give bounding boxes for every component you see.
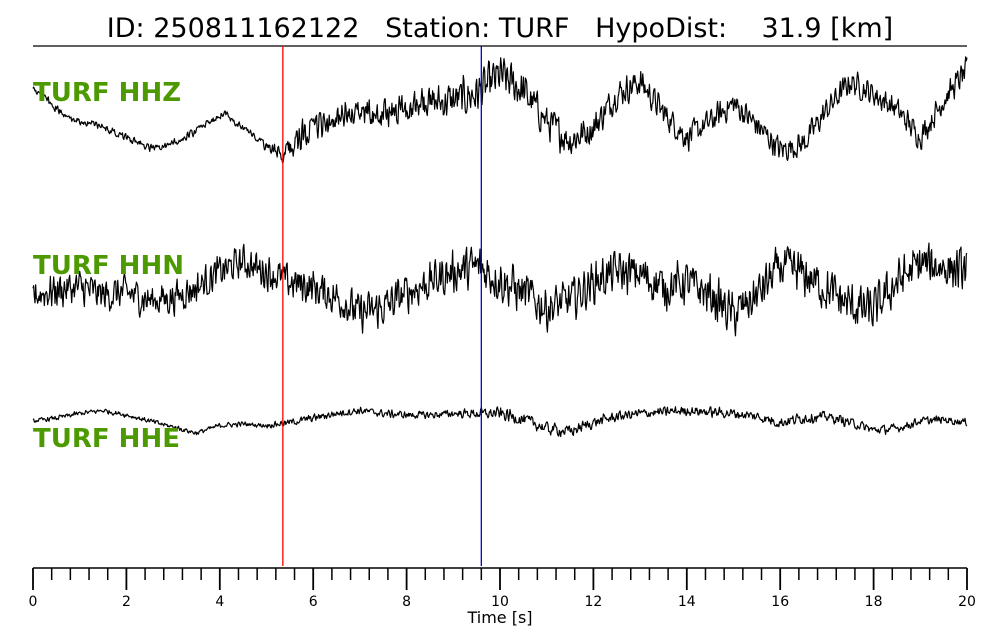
hypodist-value: 31.9 bbox=[761, 13, 821, 44]
x-tick-label: 18 bbox=[865, 594, 883, 610]
trace-line-hhz bbox=[32, 56, 968, 164]
x-tick-label: 16 bbox=[771, 594, 789, 610]
id-label: ID: bbox=[107, 13, 145, 44]
trace-line-hhe bbox=[32, 406, 968, 438]
x-tick-label: 4 bbox=[215, 594, 224, 610]
trace-label-hhz: TURF HHZ bbox=[33, 78, 181, 108]
x-axis-label: Time [s] bbox=[466, 608, 532, 627]
x-tick-label: 20 bbox=[958, 594, 976, 610]
x-tick-label: 14 bbox=[678, 594, 696, 610]
hypodist-unit: [km] bbox=[830, 13, 893, 44]
x-tick-label: 2 bbox=[122, 594, 131, 610]
x-tick-label: 0 bbox=[29, 594, 38, 610]
x-axis: 0 2 4 6 8 10 12 14 16 18 20 bbox=[29, 567, 976, 610]
x-tick-label: 6 bbox=[309, 594, 318, 610]
trace-line-hhn bbox=[32, 242, 968, 337]
trace-label-hhe: TURF HHE bbox=[33, 424, 180, 454]
x-tick-label: 12 bbox=[584, 594, 602, 610]
figure-title: ID: 250811162122 Station: TURF HypoDist:… bbox=[107, 13, 893, 44]
trace-group bbox=[32, 56, 968, 438]
x-tick-label: 8 bbox=[402, 594, 411, 610]
x-tick-label: 10 bbox=[491, 594, 509, 610]
station-code: TURF bbox=[498, 13, 570, 44]
hypodist-label: HypoDist: bbox=[595, 13, 727, 44]
event-id: 250811162122 bbox=[153, 13, 359, 44]
station-label: Station: bbox=[385, 13, 490, 44]
trace-label-hhn: TURF HHN bbox=[33, 251, 184, 281]
